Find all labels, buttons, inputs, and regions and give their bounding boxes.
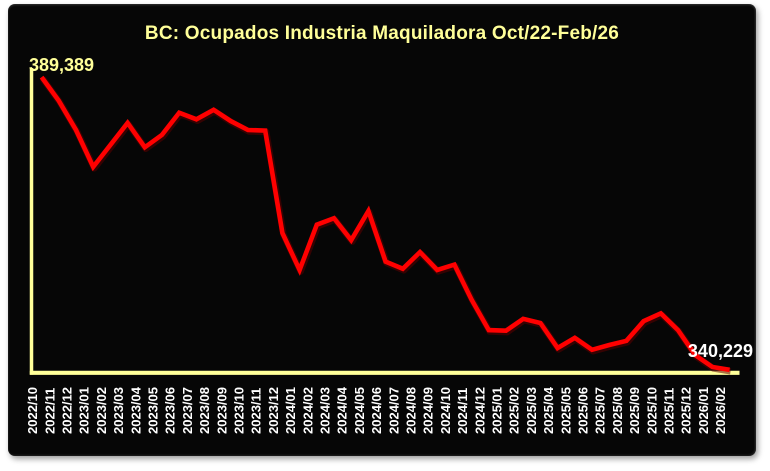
x-axis-label: 2025/01	[490, 387, 505, 434]
chart-title: BC: Ocupados Industria Maquiladora Oct/2…	[144, 23, 620, 44]
first-point-value-label: 389,389	[29, 55, 95, 75]
x-axis-label: 2025/09	[627, 387, 642, 434]
x-axis-label: 2025/08	[610, 387, 625, 434]
x-axis-label: 2025/02	[507, 387, 522, 434]
x-axis-label: 2025/06	[576, 387, 591, 434]
x-axis-label: 2023/09	[214, 387, 229, 434]
x-axis-label: 2024/05	[352, 387, 367, 434]
x-axis-label: 2022/10	[25, 387, 40, 434]
x-axis-label: 2022/12	[60, 387, 75, 434]
x-axis-label: 2023/07	[180, 387, 195, 434]
x-axis-labels: 2022/10 2022/11 2022/12 2023/01 2023/02 2023/…	[25, 386, 728, 434]
chart-frame: 2022/10 2022/11 2022/12 2023/01 2023/02 2023/…	[8, 4, 756, 456]
x-axis-label: 2024/12	[472, 387, 487, 434]
x-axis-label: 2026/02	[713, 387, 728, 434]
x-axis-label: 2023/12	[266, 387, 281, 434]
x-axis-label: 2023/04	[128, 386, 143, 434]
x-axis-label: 2025/10	[644, 387, 659, 434]
x-axis-label: 2024/09	[421, 387, 436, 434]
x-axis-label: 2025/05	[558, 387, 573, 434]
x-axis-label: 2024/01	[283, 387, 298, 434]
x-axis-label: 2023/11	[249, 388, 264, 434]
series-line	[39, 75, 730, 373]
x-axis-label: 2023/10	[232, 387, 247, 434]
x-axis-label: 2022/11	[42, 388, 57, 434]
series-line-halo	[39, 76, 732, 375]
x-axis-label: 2023/08	[197, 387, 212, 434]
x-axis-label: 2023/01	[77, 387, 92, 434]
x-axis-label: 2024/04	[335, 386, 350, 434]
x-axis-label: 2024/07	[386, 387, 401, 434]
x-axis-label: 2024/06	[369, 387, 384, 434]
x-axis-label: 2025/12	[679, 387, 694, 434]
line-chart: 2022/10 2022/11 2022/12 2023/01 2023/02 2023/…	[25, 68, 740, 434]
x-axis-label: 2025/03	[524, 387, 539, 434]
x-axis-label: 2025/07	[593, 387, 608, 434]
x-axis-label: 2025/11	[662, 388, 677, 434]
x-axis-label: 2024/03	[318, 387, 333, 434]
x-axis-label: 2024/08	[404, 387, 419, 434]
last-point-value-label: 340,229	[687, 341, 753, 361]
x-axis-label: 2023/06	[163, 387, 178, 434]
x-axis-label: 2025/04	[541, 386, 556, 434]
x-axis-label: 2023/05	[146, 387, 161, 434]
x-axis-label: 2024/11	[455, 388, 470, 434]
x-axis-label: 2024/10	[438, 387, 453, 434]
x-axis-label: 2023/03	[111, 387, 126, 434]
x-axis-label: 2024/02	[300, 387, 315, 434]
x-axis-label: 2023/02	[94, 387, 109, 434]
x-axis-label: 2026/01	[696, 387, 711, 434]
